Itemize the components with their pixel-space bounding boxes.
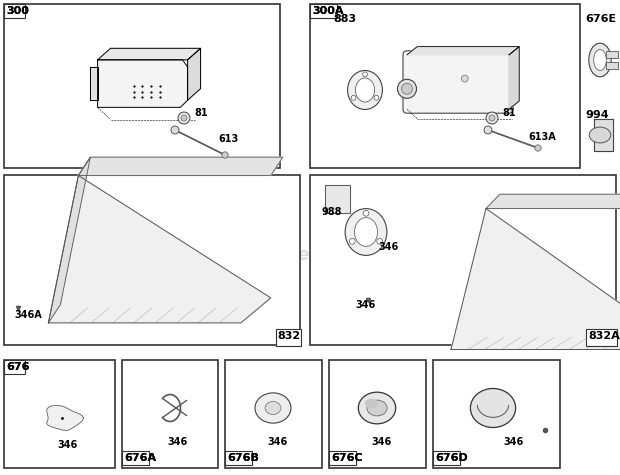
Ellipse shape [255,393,291,423]
Circle shape [374,95,379,100]
Circle shape [461,75,468,82]
Ellipse shape [594,49,606,70]
Text: 676D: 676D [435,453,467,463]
Text: 676: 676 [6,362,30,372]
Circle shape [222,152,228,158]
Bar [329,451,356,465]
Text: 613: 613 [218,134,238,144]
Bar [433,360,560,468]
Text: 346: 346 [58,440,78,450]
Text: 300: 300 [6,6,29,16]
Bar [606,62,618,69]
Text: 346: 346 [168,437,188,447]
Text: 676B: 676B [227,453,259,463]
Polygon shape [91,67,97,100]
Bar [329,360,426,468]
Text: 346: 346 [378,242,398,252]
Circle shape [489,115,495,121]
Circle shape [377,238,383,244]
Text: 81: 81 [194,108,208,118]
Circle shape [363,72,368,77]
Ellipse shape [589,43,611,77]
Text: 346: 346 [503,437,523,447]
Circle shape [351,95,356,100]
Circle shape [484,126,492,134]
Bar [433,451,460,465]
Text: 346A: 346A [14,310,42,320]
Bar [122,451,149,465]
Ellipse shape [397,79,417,98]
Ellipse shape [367,400,387,416]
Text: 613A: 613A [528,132,556,142]
Circle shape [486,112,498,124]
Text: 676C: 676C [331,453,363,463]
Bar [4,4,280,168]
Polygon shape [78,157,283,175]
Polygon shape [451,209,620,350]
Ellipse shape [365,399,378,408]
Text: 676C: 676C [331,453,363,463]
Polygon shape [325,185,350,213]
Text: 676A: 676A [124,453,156,463]
Bar [310,4,337,18]
Text: 676: 676 [6,362,30,372]
Polygon shape [407,47,519,55]
Polygon shape [594,119,613,151]
Ellipse shape [355,218,378,247]
Text: 300A: 300A [312,6,343,16]
Polygon shape [46,406,84,430]
Text: 994: 994 [585,110,609,120]
Polygon shape [97,48,200,60]
Bar [225,360,322,468]
Ellipse shape [402,83,412,94]
Text: 883: 883 [333,14,356,24]
Bar [225,451,252,465]
Bar [4,4,25,18]
Ellipse shape [348,70,383,110]
Text: 832: 832 [278,331,301,341]
Polygon shape [486,194,620,209]
Text: 832A: 832A [588,331,620,341]
Polygon shape [509,47,519,109]
Circle shape [535,145,541,151]
Bar [4,175,300,345]
FancyBboxPatch shape [403,51,513,113]
Bar [4,360,115,468]
Bar [310,175,616,345]
Text: 346: 346 [355,300,375,310]
Polygon shape [48,175,271,323]
Text: 300A: 300A [312,6,343,16]
Ellipse shape [589,127,611,143]
Bar [276,329,301,346]
Ellipse shape [265,401,281,415]
Circle shape [178,112,190,124]
Text: 676D: 676D [435,453,467,463]
Text: 676E: 676E [585,14,616,24]
Ellipse shape [358,392,396,424]
Polygon shape [48,157,91,323]
Polygon shape [188,48,200,100]
Text: 346: 346 [372,437,392,447]
Text: 346: 346 [268,437,288,447]
Text: 676B: 676B [227,453,259,463]
Bar [310,4,580,168]
Text: 676A: 676A [124,453,156,463]
Bar [4,360,25,374]
Ellipse shape [355,78,374,102]
Circle shape [171,126,179,134]
Bar [586,329,617,346]
Text: 988: 988 [322,207,342,217]
Ellipse shape [345,209,387,256]
Circle shape [181,115,187,121]
Bar [606,51,618,58]
Circle shape [350,238,355,244]
Polygon shape [97,60,188,107]
Text: 81: 81 [502,108,516,118]
Circle shape [363,210,369,216]
Bar [122,360,218,468]
Ellipse shape [471,389,516,428]
Text: eReplacementParts.com: eReplacementParts.com [187,246,433,264]
Text: 300: 300 [6,6,29,16]
